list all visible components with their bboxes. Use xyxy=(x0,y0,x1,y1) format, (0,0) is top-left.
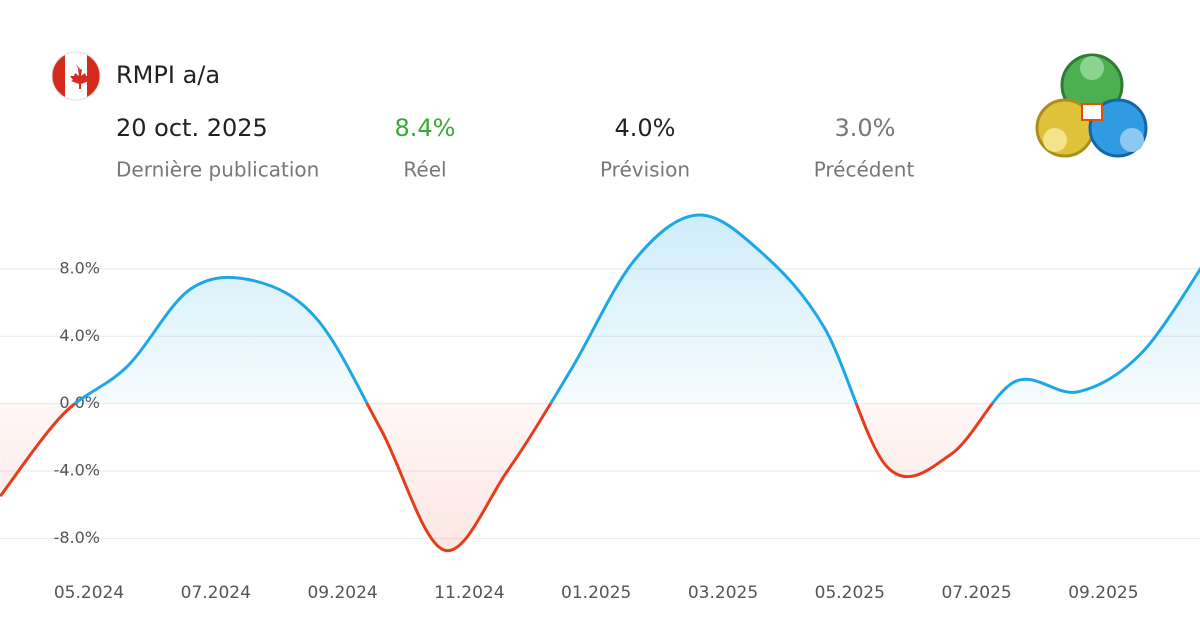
y-tick-label: -4.0% xyxy=(54,460,100,479)
x-tick-label: 01.2025 xyxy=(561,583,631,603)
x-tick-label: 09.2025 xyxy=(1068,583,1138,603)
previous-label: Précédent xyxy=(814,158,915,182)
title: RMPI a/a xyxy=(116,61,220,89)
y-tick-label: 4.0% xyxy=(59,326,100,345)
date-label: Dernière publication xyxy=(116,158,319,182)
y-tick-label: 8.0% xyxy=(59,258,100,277)
x-tick-label: 11.2024 xyxy=(434,583,504,603)
area xyxy=(0,215,1200,551)
previous: 3.0% xyxy=(835,114,896,142)
x-tick-label: 05.2025 xyxy=(815,583,885,603)
forecast-label: Prévision xyxy=(600,158,690,182)
actual-label: Réel xyxy=(403,158,446,182)
x-tick-label: 03.2025 xyxy=(688,583,758,603)
x-tick-label: 07.2025 xyxy=(941,583,1011,603)
flag-border xyxy=(51,51,101,101)
actual: 8.4% xyxy=(395,114,456,142)
date: 20 oct. 2025 xyxy=(116,114,268,142)
x-tick-label: 07.2024 xyxy=(181,583,251,603)
y-tick-label: -8.0% xyxy=(54,528,100,547)
x-tick-label: 05.2024 xyxy=(54,583,124,603)
logo xyxy=(1035,53,1148,158)
x-tick-label: 09.2024 xyxy=(307,583,377,603)
forecast: 4.0% xyxy=(615,114,676,142)
line xyxy=(0,213,1200,553)
